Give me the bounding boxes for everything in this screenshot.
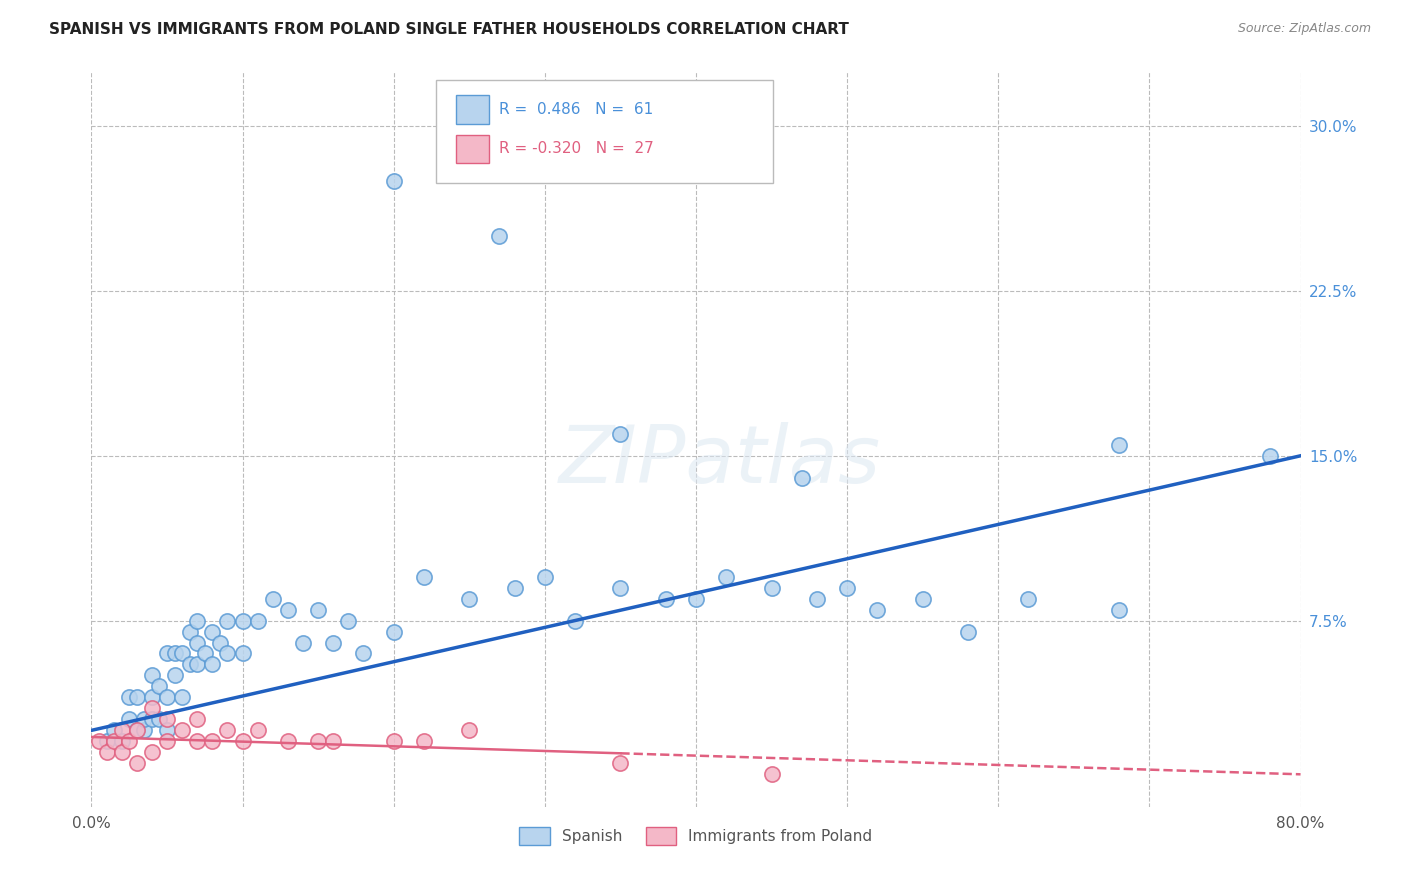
Point bbox=[277, 602, 299, 616]
Legend: Spanish, Immigrants from Poland: Spanish, Immigrants from Poland bbox=[513, 822, 879, 851]
Point bbox=[806, 591, 828, 606]
Point bbox=[685, 591, 707, 606]
Point bbox=[141, 701, 163, 715]
Point bbox=[609, 581, 631, 595]
Point bbox=[201, 734, 224, 748]
Point bbox=[217, 647, 239, 661]
Point bbox=[141, 745, 163, 759]
Point bbox=[231, 614, 253, 628]
Point bbox=[458, 591, 481, 606]
Point bbox=[866, 602, 889, 616]
Point bbox=[194, 647, 217, 661]
Point bbox=[246, 723, 269, 738]
Point bbox=[125, 723, 148, 738]
Point bbox=[503, 581, 526, 595]
Point bbox=[533, 569, 555, 583]
Point bbox=[352, 647, 374, 661]
Point bbox=[103, 723, 125, 738]
Point bbox=[141, 712, 163, 726]
Point bbox=[231, 734, 253, 748]
Point bbox=[148, 680, 170, 694]
Point bbox=[179, 657, 201, 672]
Point bbox=[148, 712, 170, 726]
Point bbox=[87, 734, 110, 748]
Point bbox=[488, 229, 510, 244]
Point bbox=[186, 635, 208, 649]
Point bbox=[322, 734, 344, 748]
Point bbox=[172, 690, 194, 705]
Point bbox=[208, 635, 231, 649]
Point bbox=[413, 734, 436, 748]
Point bbox=[1108, 438, 1130, 452]
Point bbox=[163, 647, 186, 661]
Point bbox=[1260, 449, 1282, 463]
Point bbox=[96, 745, 118, 759]
Point bbox=[172, 647, 194, 661]
Point bbox=[118, 712, 141, 726]
Point bbox=[156, 723, 179, 738]
Point bbox=[141, 668, 163, 682]
Point bbox=[262, 591, 284, 606]
Point bbox=[156, 734, 179, 748]
Point bbox=[277, 734, 299, 748]
Point bbox=[125, 723, 148, 738]
Point bbox=[111, 723, 132, 738]
Text: R =  0.486   N =  61: R = 0.486 N = 61 bbox=[499, 103, 654, 117]
Point bbox=[382, 174, 405, 188]
Text: ZIPatlas: ZIPatlas bbox=[560, 423, 882, 500]
Point bbox=[186, 712, 208, 726]
Text: SPANISH VS IMMIGRANTS FROM POLAND SINGLE FATHER HOUSEHOLDS CORRELATION CHART: SPANISH VS IMMIGRANTS FROM POLAND SINGLE… bbox=[49, 22, 849, 37]
Point bbox=[186, 734, 208, 748]
Point bbox=[790, 471, 813, 485]
Point bbox=[179, 624, 201, 639]
Point bbox=[382, 624, 405, 639]
Point bbox=[125, 690, 148, 705]
Point bbox=[911, 591, 934, 606]
Point bbox=[156, 647, 179, 661]
Point bbox=[118, 734, 141, 748]
Point bbox=[201, 657, 224, 672]
Point bbox=[217, 723, 239, 738]
Point bbox=[217, 614, 239, 628]
Point bbox=[246, 614, 269, 628]
Text: Source: ZipAtlas.com: Source: ZipAtlas.com bbox=[1237, 22, 1371, 36]
Point bbox=[458, 723, 481, 738]
Point bbox=[835, 581, 858, 595]
Point bbox=[654, 591, 676, 606]
Point bbox=[163, 668, 186, 682]
Point bbox=[956, 624, 979, 639]
Point bbox=[96, 734, 118, 748]
Point bbox=[413, 569, 436, 583]
Point bbox=[172, 723, 194, 738]
Point bbox=[337, 614, 360, 628]
Point bbox=[761, 581, 783, 595]
Point bbox=[118, 690, 141, 705]
Point bbox=[201, 624, 224, 639]
Point bbox=[186, 657, 208, 672]
Point bbox=[156, 712, 179, 726]
Point bbox=[382, 734, 405, 748]
Point bbox=[1108, 602, 1130, 616]
Point bbox=[111, 745, 132, 759]
Point bbox=[609, 756, 631, 771]
Point bbox=[111, 734, 132, 748]
Point bbox=[125, 756, 148, 771]
Point bbox=[307, 602, 329, 616]
Point bbox=[714, 569, 737, 583]
Point bbox=[761, 767, 783, 781]
Point bbox=[103, 734, 125, 748]
Point bbox=[1018, 591, 1040, 606]
Point bbox=[141, 690, 163, 705]
Point bbox=[564, 614, 586, 628]
Point bbox=[609, 426, 631, 441]
Point bbox=[292, 635, 315, 649]
Point bbox=[307, 734, 329, 748]
Point bbox=[134, 723, 156, 738]
Point bbox=[156, 690, 179, 705]
Point bbox=[186, 614, 208, 628]
Text: R = -0.320   N =  27: R = -0.320 N = 27 bbox=[499, 142, 654, 156]
Point bbox=[322, 635, 344, 649]
Point bbox=[231, 647, 253, 661]
Point bbox=[134, 712, 156, 726]
